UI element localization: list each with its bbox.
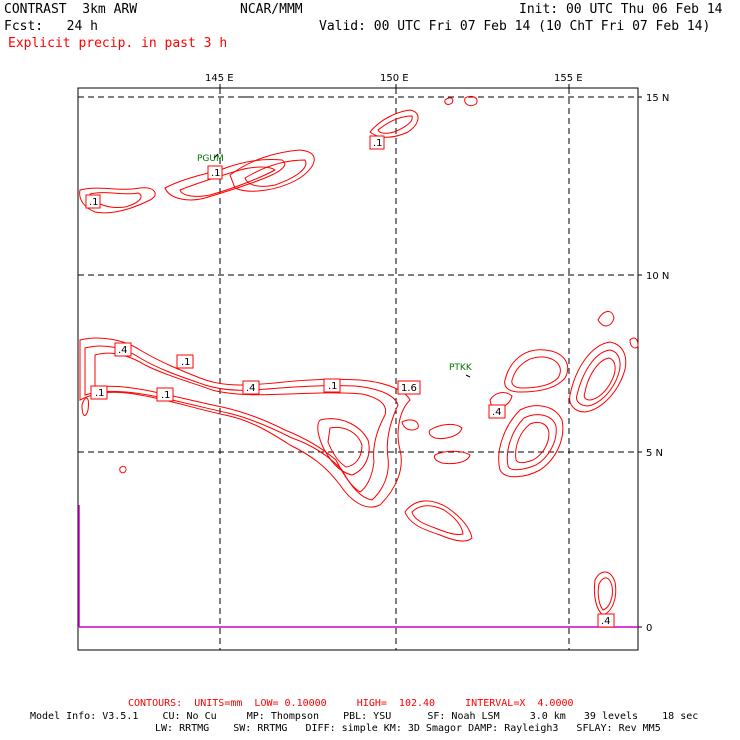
station-pgum: PGUM	[197, 154, 224, 164]
contour-southeast	[593, 571, 617, 616]
precip-contours	[79, 95, 639, 616]
lat-lon-grid	[78, 88, 638, 650]
contour-info: CONTOURS: UNITS=mm LOW= 0.10000 HIGH= 10…	[128, 698, 574, 709]
contour-label: .1	[95, 388, 105, 399]
contour-label: .4	[246, 383, 256, 394]
model-info-line1: Model Info: V3.5.1 CU: No Cu MP: Thompso…	[30, 711, 699, 722]
map-frame	[77, 87, 639, 651]
contour-label: .1	[211, 168, 221, 179]
stations: PGUM PTKK	[197, 154, 473, 373]
lat-label-5n: 5 N	[646, 448, 663, 459]
station-markers	[213, 96, 471, 378]
contour-south	[404, 500, 473, 542]
lat-label-0: 0	[646, 623, 652, 634]
domain-boundary	[78, 505, 638, 628]
station-ptkk: PTKK	[449, 363, 473, 373]
contour-label: .4	[492, 407, 502, 418]
lon-label-155e: 155 E	[554, 73, 583, 84]
contour-label: .1	[161, 390, 171, 401]
contour-label: .1	[373, 138, 383, 149]
field-title: Explicit precip. in past 3 h	[8, 36, 228, 51]
lon-label-150e: 150 E	[380, 73, 409, 84]
lat-label-10n: 10 N	[646, 271, 669, 282]
contour-east-north	[569, 341, 627, 413]
contour-central-main	[79, 337, 411, 508]
forecast-hour: Fcst: 24 h	[4, 19, 98, 34]
contour-east-south	[498, 405, 564, 478]
contour-north-east	[369, 109, 419, 138]
lat-label-15n: 15 N	[646, 93, 669, 104]
org-label: NCAR/MMM	[240, 2, 303, 17]
contour-label: .1	[328, 381, 338, 392]
contour-label: .4	[601, 616, 611, 627]
contour-east-mid	[504, 349, 569, 393]
frame-ticks	[219, 84, 642, 628]
model-info-line2: LW: RRTMG SW: RRTMG DIFF: simple KM: 3D …	[155, 723, 661, 734]
contour-label: .4	[118, 345, 128, 356]
contour-labels: .1 .1 .1 .4 .1 .1 .1 .4 .1 1.6 .4 .4	[85, 135, 615, 628]
contour-label: .1	[89, 197, 99, 208]
lon-label-145e: 145 E	[205, 73, 234, 84]
init-time: Init: 00 UTC Thu 06 Feb 14	[519, 2, 723, 17]
valid-time: Valid: 00 UTC Fri 07 Feb 14 (10 ChT Fri …	[319, 19, 711, 34]
contour-label: 1.6	[401, 383, 417, 394]
model-title: CONTRAST 3km ARW	[4, 2, 138, 17]
contour-label: .1	[181, 357, 191, 368]
